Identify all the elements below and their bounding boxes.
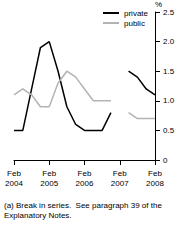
svg-text:2007: 2007 [111,179,129,188]
svg-text:private: private [124,9,149,18]
svg-text:2005: 2005 [40,179,58,188]
svg-text:Feb: Feb [7,169,21,178]
svg-text:Feb: Feb [42,169,56,178]
svg-text:2004: 2004 [5,179,23,188]
svg-text:2.5: 2.5 [163,8,175,17]
svg-text:%: % [155,0,162,9]
svg-text:Feb: Feb [78,169,92,178]
svg-text:0: 0 [163,156,168,165]
svg-text:Feb: Feb [113,169,127,178]
svg-text:1.0: 1.0 [163,96,175,105]
svg-text:1.5: 1.5 [163,67,175,76]
svg-text:2008: 2008 [146,179,164,188]
svg-text:0.5: 0.5 [163,126,175,135]
svg-text:2006: 2006 [76,179,94,188]
svg-text:Feb: Feb [148,169,162,178]
svg-text:(a) Break in series. See para: (a) Break in series. See paragraph 39 of… [4,201,164,210]
svg-text:Explanatory Notes.: Explanatory Notes. [4,211,72,220]
svg-text:public: public [124,19,145,28]
svg-text:2.0: 2.0 [163,37,175,46]
